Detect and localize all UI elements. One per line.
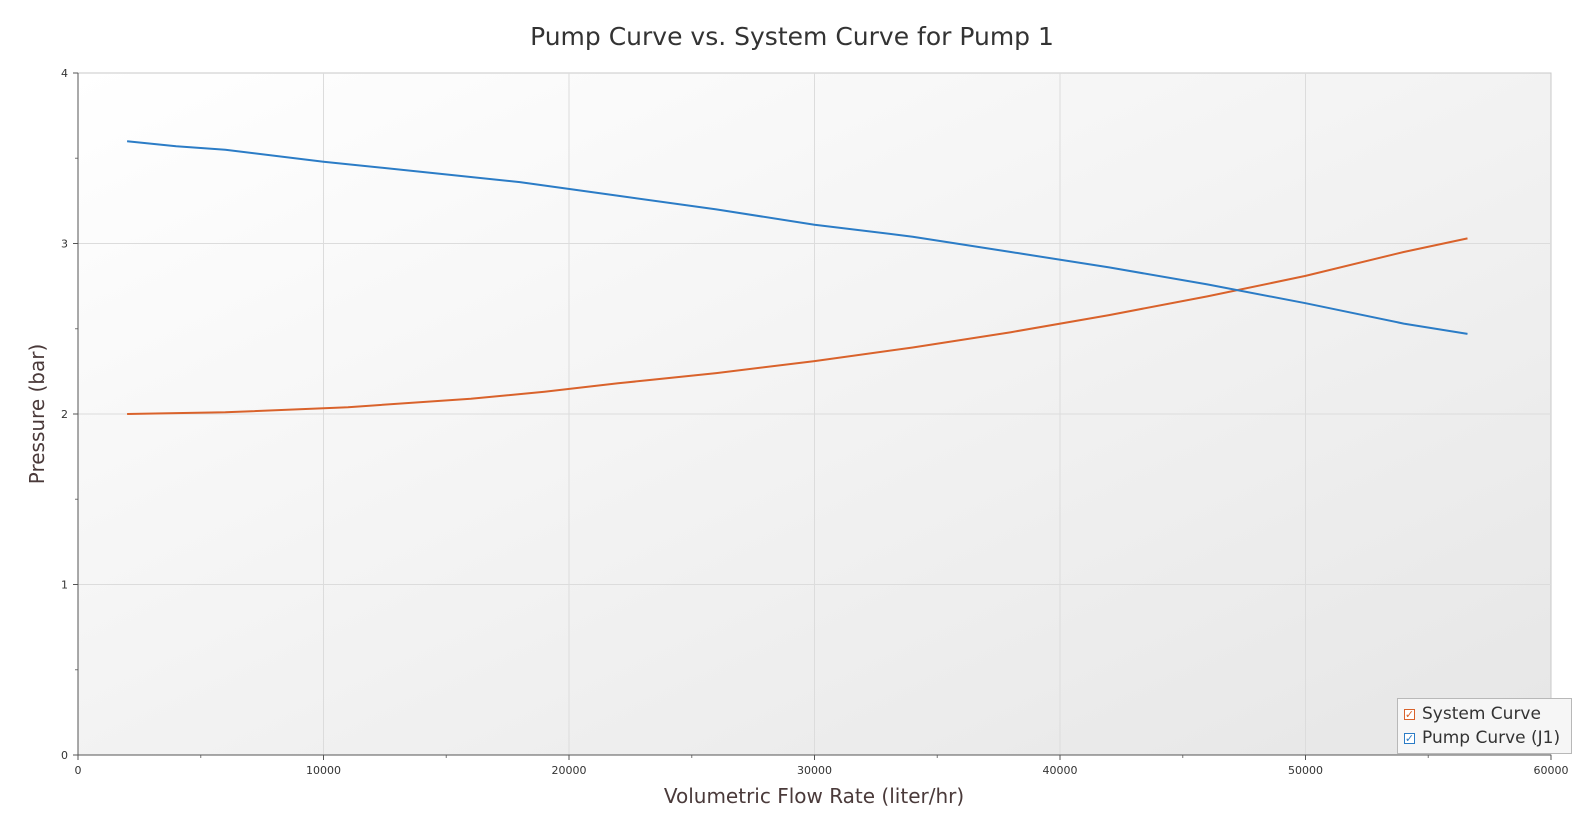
x-axis-title: Volumetric Flow Rate (liter/hr) xyxy=(664,784,964,808)
legend-item-pump-curve[interactable]: ✓ Pump Curve (J1) xyxy=(1404,726,1565,750)
legend-item-system-curve[interactable]: ✓ System Curve xyxy=(1404,702,1565,726)
y-tick-label: 4 xyxy=(61,67,68,80)
y-axis-title: Pressure (bar) xyxy=(25,344,49,485)
axes: 0 10000 20000 30000 40000 50000 60000 0 1 2 3 4 xyxy=(61,67,1569,777)
series-line-system-curve xyxy=(127,237,1468,415)
legend-label: System Curve xyxy=(1422,704,1541,724)
x-tick-label: 10000 xyxy=(306,764,341,777)
grid-lines xyxy=(78,73,1551,755)
series-lines xyxy=(126,140,1468,415)
y-tick-label: 1 xyxy=(61,579,68,592)
x-tick-label: 0 xyxy=(75,764,82,777)
legend-label: Pump Curve (J1) xyxy=(1422,728,1561,748)
x-tick-label: 20000 xyxy=(552,764,587,777)
legend: ✓ System Curve ✓ Pump Curve (J1) xyxy=(1397,698,1572,754)
x-tick-label: 30000 xyxy=(797,764,832,777)
x-tick-label: 50000 xyxy=(1288,764,1323,777)
y-tick-label: 2 xyxy=(61,408,68,421)
y-tick-label: 0 xyxy=(61,749,68,762)
chart-title: Pump Curve vs. System Curve for Pump 1 xyxy=(530,22,1054,51)
checkbox-icon[interactable]: ✓ xyxy=(1404,707,1415,721)
y-tick-label: 3 xyxy=(61,238,68,251)
x-tick-label: 60000 xyxy=(1534,764,1569,777)
x-tick-label: 40000 xyxy=(1043,764,1078,777)
series-line-pump-curve xyxy=(126,140,1468,335)
checkbox-icon[interactable]: ✓ xyxy=(1404,731,1415,745)
